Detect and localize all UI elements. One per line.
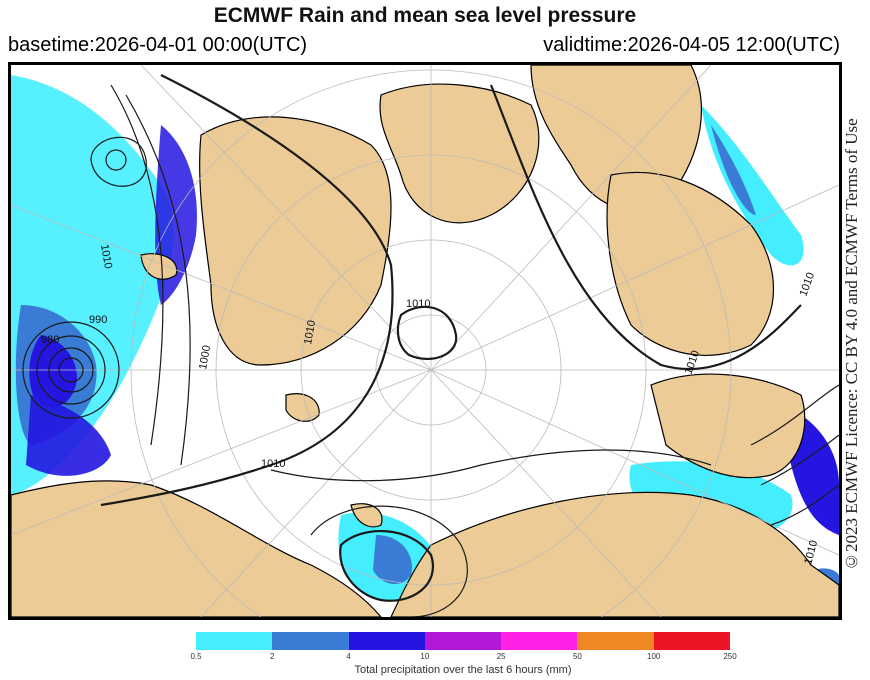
legend-tick: 0.5 bbox=[190, 652, 202, 661]
isobar-pacific-2 bbox=[760, 434, 839, 486]
isobar-1010-east bbox=[489, 84, 802, 371]
iceland bbox=[140, 253, 178, 280]
graticule bbox=[11, 65, 839, 617]
land-layer bbox=[11, 65, 839, 617]
greenland bbox=[199, 116, 392, 366]
svalbard bbox=[285, 393, 320, 422]
isobar-siberia-low-1 bbox=[339, 529, 434, 602]
siberia bbox=[390, 491, 839, 617]
precip-area-siberia-core bbox=[373, 535, 412, 585]
precip-area-norway bbox=[26, 395, 111, 476]
isobar-1010-south bbox=[270, 449, 712, 482]
isobar-west-2 bbox=[125, 94, 191, 466]
isobar-label: 1000 bbox=[197, 344, 213, 370]
isobar-label: 990 bbox=[89, 314, 107, 326]
validtime-label: validtime:2026-04-05 12:00(UTC) bbox=[543, 34, 840, 56]
legend-swatch bbox=[196, 632, 273, 650]
basetime-label: basetime:2026-04-01 00:00(UTC) bbox=[8, 34, 308, 56]
map-frame[interactable]: 1010 1010 1010 1010 1010 1010 1010 990 9… bbox=[8, 62, 842, 620]
precip-legend bbox=[196, 632, 730, 650]
legend-tick: 2 bbox=[270, 652, 275, 661]
isobar-label: 1010 bbox=[98, 243, 114, 269]
isobar-label: 1010 bbox=[261, 458, 285, 470]
scandinavia-russia bbox=[11, 480, 382, 617]
isobar-label: 1010 bbox=[798, 271, 818, 298]
legend-swatch bbox=[424, 632, 502, 650]
isobar-west-1 bbox=[110, 84, 164, 446]
isobar-label: 1010 bbox=[406, 298, 430, 310]
isobar-1010-main bbox=[100, 74, 394, 507]
isobar-low-atlantic-3 bbox=[36, 335, 106, 405]
isobar-high-pole bbox=[396, 305, 458, 360]
isobar-low-greenland-sea bbox=[105, 149, 127, 171]
isobar-pacific-1 bbox=[750, 384, 839, 446]
legend-swatch bbox=[501, 632, 578, 650]
precip-area-alaska bbox=[701, 105, 804, 266]
isobar-label: 980 bbox=[41, 334, 59, 346]
alaska bbox=[606, 171, 775, 356]
legend-swatch bbox=[577, 632, 654, 650]
isobar-low-atlantic-2 bbox=[48, 347, 94, 393]
legend-tick: 4 bbox=[346, 652, 351, 661]
isobar-siberia-low-2 bbox=[310, 505, 468, 617]
isobar-label: 1010 bbox=[802, 539, 820, 566]
legend-tick: 50 bbox=[572, 652, 582, 661]
legend-swatch bbox=[348, 632, 425, 650]
isobar-low-atlantic-1 bbox=[58, 357, 84, 383]
chukotka bbox=[650, 373, 806, 479]
license-text: ©2023 ECMWF Licence: CC BY 4.0 and ECMWF… bbox=[842, 118, 861, 572]
precip-area-alaska-heavy bbox=[711, 125, 756, 215]
isobar-pacific-3 bbox=[770, 484, 839, 526]
legend-tick: 10 bbox=[420, 652, 430, 661]
legend-tick: 25 bbox=[496, 652, 506, 661]
legend-tick: 100 bbox=[647, 652, 661, 661]
legend-ticks: 0.5 2 4 10 25 50 100 250 bbox=[190, 652, 736, 664]
legend-caption: Total precipitation over the last 6 hour… bbox=[354, 664, 572, 676]
map-title: ECMWF Rain and mean sea level pressure bbox=[213, 4, 637, 27]
isobar-low-greenland-sea-2 bbox=[90, 136, 147, 187]
isobar-label: 1010 bbox=[302, 319, 318, 345]
legend-tick: 250 bbox=[723, 652, 737, 661]
isobar-low-atlantic-4 bbox=[22, 321, 120, 419]
novaya-zemlya bbox=[350, 503, 383, 528]
legend-swatch bbox=[653, 632, 730, 650]
legend-swatch bbox=[272, 632, 349, 650]
polar-map: 1010 1010 1010 1010 1010 1010 1010 990 9… bbox=[11, 65, 839, 617]
isobars bbox=[22, 74, 839, 617]
canadian-archipelago bbox=[379, 83, 540, 224]
